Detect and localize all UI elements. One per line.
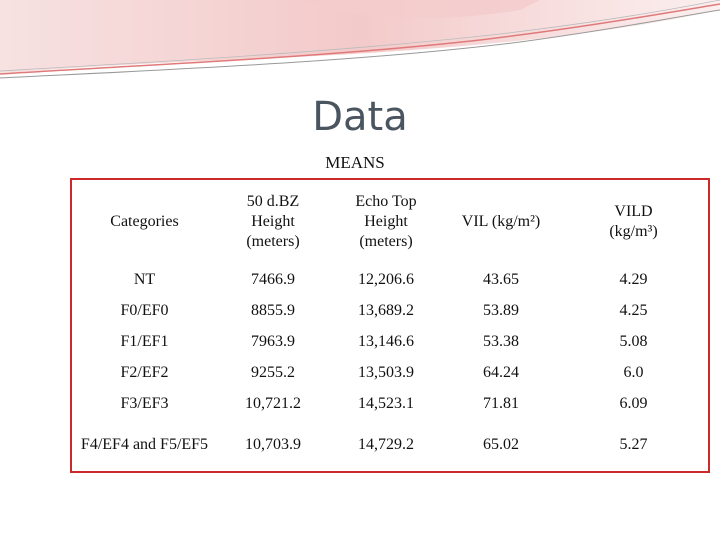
cell-50dbz: 8855.9 — [251, 301, 295, 319]
header-categories: Categories — [110, 213, 179, 230]
header-50dbz-height: 50 d.BZ Height (meters) — [246, 193, 300, 250]
table-caption: MEANS — [325, 153, 385, 172]
cell-category: F1/EF1 — [120, 332, 169, 350]
cell-echo-top: 12,206.6 — [358, 270, 414, 288]
cell-echo-top: 13,146.6 — [358, 332, 414, 350]
cell-50dbz: 9255.2 — [251, 363, 295, 381]
cell-50dbz: 10,703.9 — [245, 436, 301, 453]
cell-category: F4/EF4 and F5/EF5 — [80, 436, 209, 453]
cell-50dbz: 7963.9 — [251, 332, 295, 350]
cell-vil: 43.65 — [483, 270, 519, 288]
cell-vild: 4.29 — [619, 270, 648, 288]
cell-vild: 6.0 — [623, 363, 644, 381]
cell-vil: 65.02 — [483, 436, 519, 453]
table-row: F0/EF0 8855.9 13,689.2 53.89 4.25 — [71, 295, 709, 326]
cell-category: F2/EF2 — [120, 363, 169, 381]
table-row: F1/EF1 7963.9 13,146.6 53.38 5.08 — [71, 326, 709, 357]
header-echo-top-height: Echo Top Height (meters) — [355, 193, 417, 250]
table-row: NT 7466.9 12,206.6 43.65 4.29 — [71, 264, 709, 295]
cell-vil: 53.38 — [483, 332, 519, 350]
cell-vild: 6.09 — [619, 394, 648, 412]
cell-category: F3/EF3 — [120, 394, 169, 412]
header-decoration — [0, 0, 720, 79]
cell-vil: 64.24 — [483, 363, 519, 381]
cell-50dbz: 7466.9 — [251, 270, 295, 288]
cell-vil: 53.89 — [483, 301, 519, 319]
cell-vild: 5.08 — [619, 332, 648, 350]
table-header-row: Categories 50 d.BZ Height (meters) Echo To… — [71, 179, 709, 264]
cell-vil: 71.81 — [483, 394, 519, 412]
cell-echo-top: 14,523.1 — [358, 394, 414, 412]
table-row: F4/EF4 and F5/EF5 10,703.9 14,729.2 65.0… — [71, 419, 709, 472]
cell-50dbz: 10,721.2 — [245, 394, 301, 412]
cell-category: F0/EF0 — [120, 301, 169, 319]
cell-echo-top: 13,503.9 — [358, 363, 414, 381]
means-table: Categories 50 d.BZ Height (meters) Echo To… — [70, 178, 710, 473]
table-row: F3/EF3 10,721.2 14,523.1 71.81 6.09 — [71, 388, 709, 419]
cell-echo-top: 14,729.2 — [358, 436, 414, 453]
slide-title: Data — [312, 94, 408, 140]
table-row: F2/EF2 9255.2 13,503.9 64.24 6.0 — [71, 357, 709, 388]
cell-vild: 4.25 — [619, 301, 648, 319]
cell-vild: 5.27 — [619, 436, 648, 453]
cell-category: NT — [133, 270, 156, 288]
header-vild: VILD (kg/m³) — [609, 203, 658, 240]
cell-echo-top: 13,689.2 — [358, 301, 414, 319]
header-vil: VIL (kg/m²) — [461, 213, 541, 230]
